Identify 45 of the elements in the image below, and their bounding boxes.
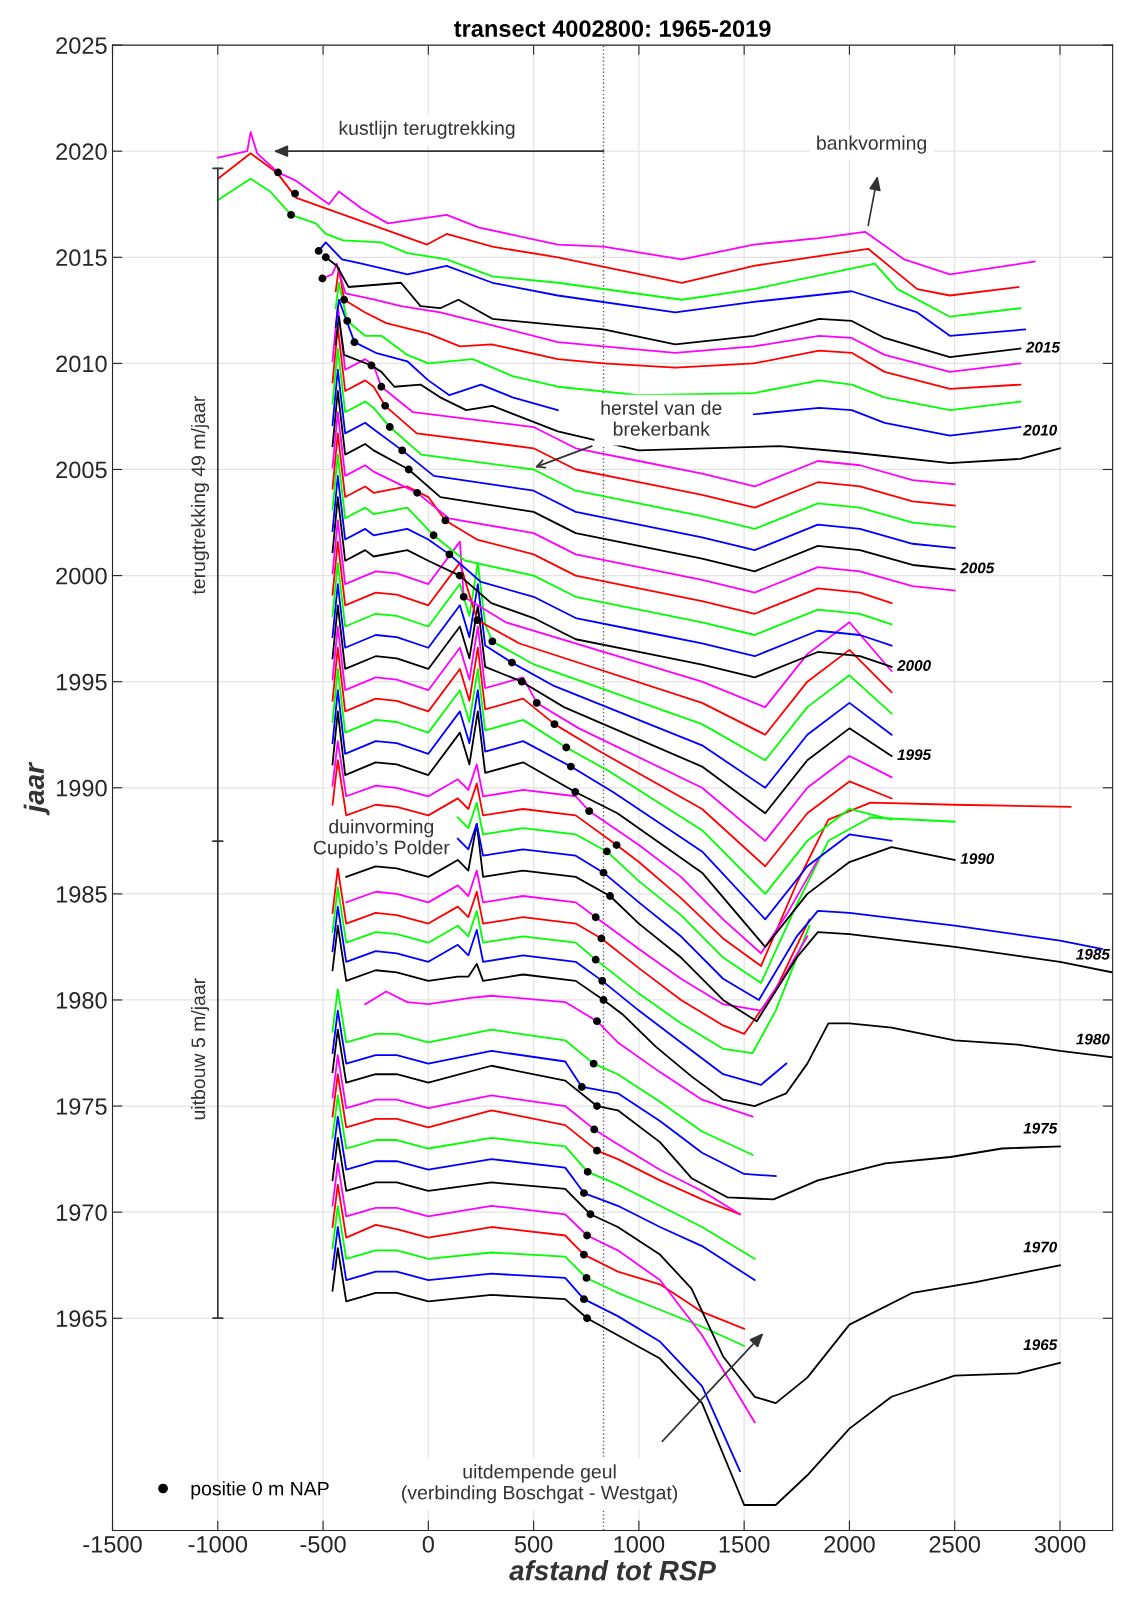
x-tick-label: 1500 [719, 1535, 770, 1553]
x-axis-title: afstand tot RSP [509, 1560, 717, 1581]
legend-label: positie 0 m NAP [191, 1481, 329, 1500]
series-label: 2010 [1022, 424, 1058, 436]
series-label: 1980 [1076, 1033, 1110, 1045]
y-tick-label: 1995 [56, 673, 107, 691]
x-tick-label: 3000 [1034, 1535, 1086, 1553]
y-tick-label: 2005 [56, 461, 107, 479]
y-tick-label: 1985 [56, 885, 107, 903]
annotation: bankvorming [817, 135, 927, 154]
series-label: 1995 [897, 749, 932, 761]
x-tick-label: 2000 [824, 1535, 875, 1553]
series-label: 1985 [1076, 948, 1111, 960]
x-tick-label: 500 [514, 1535, 553, 1553]
series-label: 1990 [960, 853, 995, 865]
y-tick-label: 2000 [56, 567, 107, 585]
series-label: 1975 [1023, 1122, 1058, 1134]
series-label: 1970 [1023, 1241, 1058, 1253]
annotation: kustlijn terugtrekking [339, 120, 515, 139]
y-tick-label: 1980 [56, 992, 107, 1009]
annotation: uitdempende geul (verbinding Boschgat - Westgat) [402, 1464, 678, 1504]
y-axis-title: jaar [23, 761, 50, 816]
x-tick-label: -1500 [83, 1535, 142, 1553]
y-tick-label: 2020 [56, 143, 107, 160]
y-tick-label: 1965 [56, 1310, 107, 1328]
x-tick-label: 2500 [929, 1535, 981, 1553]
x-tick-label: -500 [300, 1535, 346, 1553]
y-tick-label: 1975 [56, 1098, 107, 1115]
series-label: 2000 [896, 660, 931, 671]
series-label: 1965 [1023, 1339, 1058, 1351]
x-tick-label: 0 [422, 1535, 434, 1553]
annotation: uitbouw 5 m/jaar [190, 978, 210, 1120]
y-tick-label: 2010 [56, 355, 107, 373]
series-label: 2015 [1025, 341, 1061, 353]
annotation: duinvorming Cupido’s Polder [313, 819, 450, 859]
y-tick-label: 1990 [56, 779, 107, 797]
x-tick-label: -1000 [188, 1535, 248, 1553]
y-tick-label: 2025 [56, 37, 107, 54]
y-tick-label: 1970 [56, 1204, 107, 1221]
annotation: herstel van de brekerbank [601, 400, 722, 436]
annotation: terugtrekking 49 m/jaar [190, 396, 210, 595]
chart-title: transect 4002800: 1965-2019 [454, 20, 771, 38]
series-label: 2005 [960, 562, 995, 574]
y-tick-label: 2015 [56, 249, 107, 267]
x-tick-label: 1000 [614, 1535, 665, 1553]
